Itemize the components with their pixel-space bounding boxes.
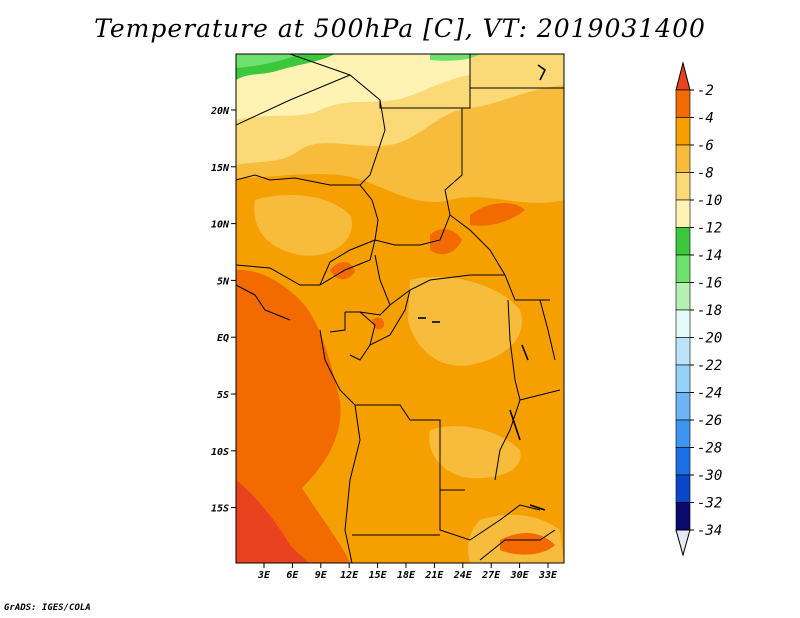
lat-tick-label: 15N xyxy=(211,163,230,174)
colorbar-label: -28 xyxy=(697,441,722,457)
colorbar-swatch xyxy=(675,144,691,173)
colorbar-swatch xyxy=(675,199,691,228)
lon-tick-label: 18E xyxy=(397,570,416,581)
lakes xyxy=(418,64,547,511)
colorbar-label: -20 xyxy=(697,331,722,347)
colorbar-top-triangle xyxy=(675,61,691,91)
colorbar-label: -14 xyxy=(697,248,722,264)
colorbar-swatch xyxy=(675,227,691,256)
colorbar-label: -12 xyxy=(697,221,722,237)
colorbar-swatch xyxy=(675,364,691,393)
lat-tick-label: EQ xyxy=(217,333,229,344)
colorbar-swatch xyxy=(675,117,691,146)
colorbar-label: -18 xyxy=(697,303,722,319)
colorbar-label: -34 xyxy=(697,523,722,539)
lon-tick-label: 33E xyxy=(538,570,558,581)
colorbar-swatch xyxy=(675,447,691,476)
colorbar-swatch xyxy=(675,254,691,283)
longitude-axis: 3E 6E 9E 12E 15E 18E 21E 24E 27E 30E 33E xyxy=(257,563,558,581)
chart-title: Temperature at 500hPa [C], VT: 201903140… xyxy=(94,14,706,43)
lon-tick-label: 12E xyxy=(340,570,359,581)
country-borders xyxy=(236,54,564,563)
colorbar-label: -6 xyxy=(697,138,714,154)
colorbar: -2 -4 -6 -8 -10 -12 -14 -16 -18 -20 -22 -24 -26 -28 -3… xyxy=(675,61,722,557)
colorbar-label: -22 xyxy=(697,358,722,374)
colorbar-swatch xyxy=(675,419,691,448)
colorbar-swatch xyxy=(675,309,691,338)
latitude-axis: 20N 15N 10N 5N EQ 5S 10S 15S xyxy=(210,106,236,515)
lat-tick-label: 10S xyxy=(211,447,229,458)
lon-tick-label: 9E xyxy=(315,570,328,581)
lat-tick-label: 10N xyxy=(211,220,230,231)
colorbar-label: -32 xyxy=(697,496,722,512)
lon-tick-label: 27E xyxy=(481,570,501,581)
colorbar-label: -10 xyxy=(697,193,722,209)
colorbar-label: -16 xyxy=(697,276,722,292)
colorbar-label: -26 xyxy=(697,413,722,429)
colorbar-swatch xyxy=(675,172,691,201)
colorbar-swatch xyxy=(675,337,691,366)
lon-tick-label: 24E xyxy=(453,570,473,581)
colorbar-swatch xyxy=(675,282,691,311)
lon-tick-label: 21E xyxy=(424,570,444,581)
lat-tick-label: 5S xyxy=(217,390,229,401)
colorbar-bottom-triangle xyxy=(675,529,691,557)
colorbar-label: -30 xyxy=(697,468,722,484)
lat-tick-label: 5N xyxy=(217,276,230,287)
colorbar-label: -24 xyxy=(697,386,722,402)
colorbar-swatch xyxy=(675,474,691,503)
lon-tick-label: 30E xyxy=(510,570,530,581)
temperature-field xyxy=(236,54,564,563)
credit-text: GrADS: IGES/COLA xyxy=(4,603,91,613)
map-frame xyxy=(235,53,565,564)
colorbar-swatch xyxy=(675,502,691,531)
lon-tick-label: 15E xyxy=(369,570,388,581)
lat-tick-label: 20N xyxy=(210,106,230,117)
lon-tick-label: 3E xyxy=(257,570,271,581)
colorbar-label: -8 xyxy=(697,166,714,182)
lat-tick-label: 15S xyxy=(211,504,229,515)
colorbar-label: -2 xyxy=(697,83,714,99)
colorbar-swatch xyxy=(675,392,691,421)
lon-tick-label: 6E xyxy=(286,570,299,581)
colorbar-swatch xyxy=(675,89,691,118)
colorbar-label: -4 xyxy=(697,111,714,127)
